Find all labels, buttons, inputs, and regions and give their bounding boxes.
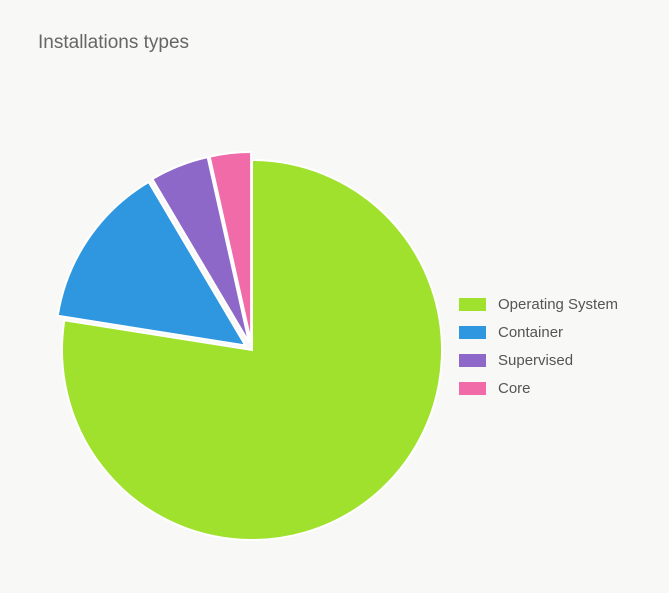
legend-swatch [459, 326, 486, 339]
legend-label: Core [498, 380, 531, 397]
legend: Operating System Container Supervised Core [459, 290, 618, 402]
chart-container: Installations types Operating SystemCont… [0, 0, 669, 593]
legend-item[interactable]: Core [459, 374, 618, 402]
legend-label: Container [498, 324, 563, 341]
legend-swatch [459, 382, 486, 395]
legend-swatch [459, 354, 486, 367]
legend-item[interactable]: Supervised [459, 346, 618, 374]
legend-label: Supervised [498, 352, 573, 369]
legend-swatch [459, 298, 486, 311]
legend-item[interactable]: Operating System [459, 290, 618, 318]
legend-label: Operating System [498, 296, 618, 313]
legend-item[interactable]: Container [459, 318, 618, 346]
